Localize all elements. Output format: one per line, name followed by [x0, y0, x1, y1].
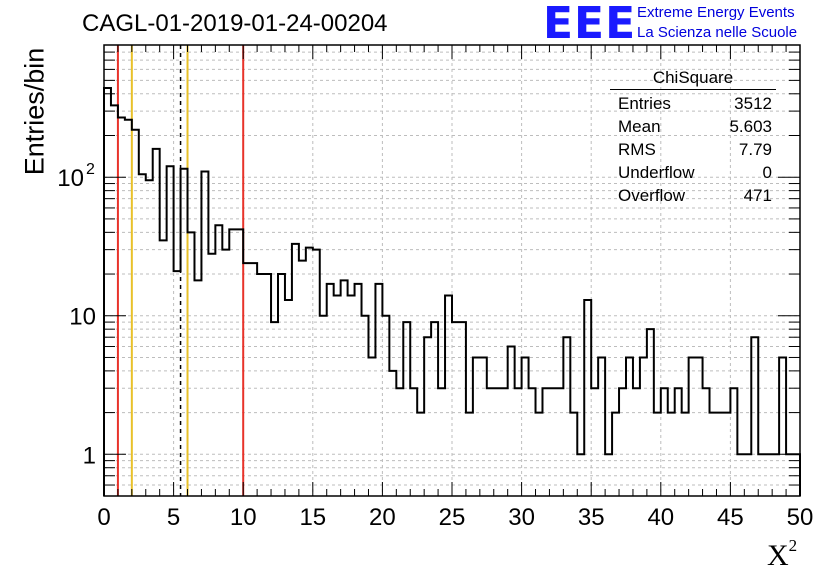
x-axis-label: X2	[767, 536, 797, 573]
stats-value: 0	[762, 163, 772, 182]
logo-line-1: Extreme Energy Events	[637, 4, 795, 21]
x-tick-label: 15	[299, 504, 326, 531]
x-tick-label: 50	[787, 504, 814, 531]
stats-value: 471	[743, 186, 772, 205]
x-tick-label: 45	[717, 504, 744, 531]
stats-label: Overflow	[618, 186, 686, 205]
y-tick-label: 10	[69, 304, 96, 331]
stats-row-rms: RMS 7.79	[610, 138, 776, 161]
stats-value: 3512	[734, 94, 772, 113]
y-tick-label: 10	[57, 165, 84, 192]
logo-mark: EEE	[543, 0, 637, 49]
axis-ticks	[103, 44, 801, 497]
histogram-outline	[103, 87, 801, 496]
stats-box: ChiSquare Entries 3512 Mean 5.603 RMS 7.…	[610, 68, 776, 207]
reference-lines	[116, 45, 245, 496]
stats-label: Underflow	[618, 163, 695, 182]
x-tick-label: 30	[508, 504, 535, 531]
stats-row-mean: Mean 5.603	[610, 115, 776, 138]
stats-value: 5.603	[729, 117, 772, 136]
y-axis-label: Entries/bin	[19, 47, 50, 176]
eee-logo-icon: EEE	[543, 2, 636, 46]
stats-row-underflow: Underflow 0	[610, 161, 776, 184]
x-axis-label-base: X	[767, 539, 789, 572]
stats-row-entries: Entries 3512	[610, 92, 776, 115]
y-tick-label: 1	[83, 442, 96, 469]
x-tick-label: 40	[647, 504, 674, 531]
chart-title: CAGL-01-2019-01-24-00204	[82, 10, 388, 37]
stats-value: 7.79	[738, 140, 772, 159]
x-tick-label: 20	[369, 504, 396, 531]
x-tick-label: 0	[97, 504, 110, 531]
grid-layer	[104, 44, 800, 497]
stats-label: RMS	[618, 140, 656, 159]
x-tick-label: 10	[230, 504, 257, 531]
x-tick-label: 35	[578, 504, 605, 531]
stats-row-overflow: Overflow 471	[610, 184, 776, 207]
stats-label: Mean	[618, 117, 661, 136]
x-tick-label: 5	[167, 504, 180, 531]
y-tick-label-exponent: 2	[86, 161, 95, 178]
x-axis-label-sup: 2	[788, 536, 798, 555]
stats-label: Entries	[618, 94, 671, 113]
stats-title: ChiSquare	[610, 68, 776, 90]
x-tick-label: 25	[439, 504, 466, 531]
logo-line-2: La Scienza nelle Scuole	[637, 24, 798, 41]
